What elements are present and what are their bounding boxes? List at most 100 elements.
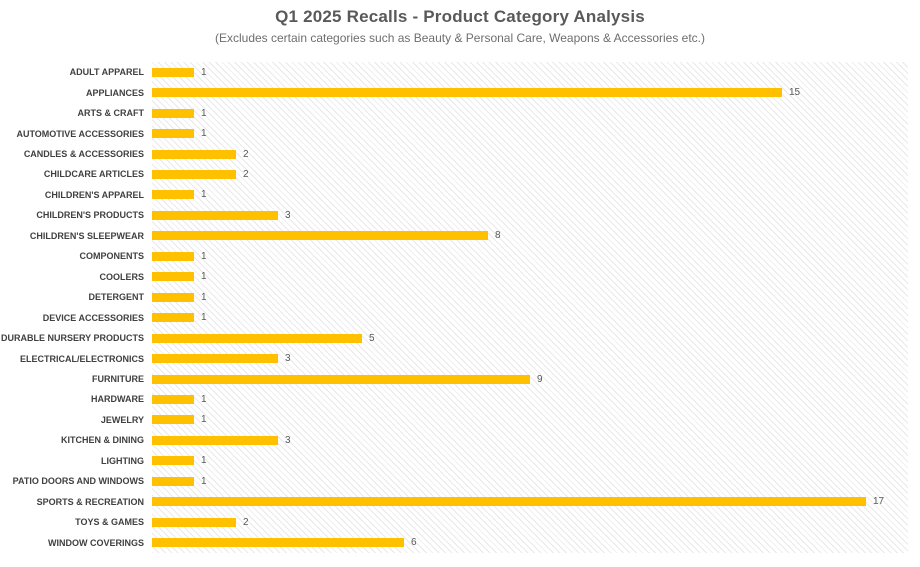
bar	[152, 251, 194, 261]
category-label: ELECTRICAL/ELECTRONICS	[19, 353, 144, 364]
bar	[152, 67, 194, 77]
bar-row: COOLERS 1	[0, 267, 908, 287]
bar-row: KITCHEN & DINING 3	[0, 430, 908, 450]
bar-track: 17	[152, 492, 908, 512]
value-label: 8	[495, 230, 501, 242]
category-label: KITCHEN & DINING	[61, 435, 144, 446]
bar-track: 1	[152, 471, 908, 491]
value-label: 1	[201, 393, 207, 405]
bar-track: 1	[152, 410, 908, 430]
value-label: 1	[201, 475, 207, 487]
bar	[152, 108, 194, 118]
bar	[152, 497, 866, 507]
bar	[152, 313, 194, 323]
bar	[152, 149, 236, 159]
value-label: 3	[285, 209, 291, 221]
bar	[152, 435, 278, 445]
category-label: FURNITURE	[92, 374, 144, 385]
value-label: 1	[201, 312, 207, 324]
plot-area	[152, 62, 908, 553]
chart-subtitle: (Excludes certain categories such as Bea…	[214, 31, 705, 45]
bar-track: 1	[152, 307, 908, 327]
value-label: 9	[537, 373, 543, 385]
bar-row: DEVICE ACCESSORIES 1	[0, 307, 908, 327]
bar-track: 1	[152, 389, 908, 409]
value-label: 1	[201, 291, 207, 303]
bar-row: ELECTRICAL/ELECTRONICS 3	[0, 348, 908, 368]
bar-row: LIGHTING 1	[0, 451, 908, 471]
bar-track: 1	[152, 123, 908, 143]
bar-track: 6	[152, 532, 908, 552]
bar-row: SPORTS & RECREATION 17	[0, 492, 908, 512]
category-label: CHILDREN'S SLEEPWEAR	[29, 230, 144, 241]
bar	[152, 333, 362, 343]
category-label: CHILDREN'S APPAREL	[44, 189, 144, 200]
bar-row: COMPONENTS 1	[0, 246, 908, 266]
bar-track: 3	[152, 205, 908, 225]
bar-row: DETERGENT 1	[0, 287, 908, 307]
bar-row: ADULT APPAREL 1	[0, 62, 908, 82]
value-label: 2	[243, 516, 249, 528]
bar	[152, 354, 278, 364]
bar-track: 2	[152, 144, 908, 164]
chart-header: Q1 2025 Recalls - Product Category Analy…	[0, 7, 920, 45]
bar	[152, 231, 488, 241]
bar-track: 8	[152, 226, 908, 246]
bar-track: 2	[152, 164, 908, 184]
bar-row: CHILDCARE ARTICLES 2	[0, 164, 908, 184]
bar-track: 15	[152, 82, 908, 102]
category-label: DETERGENT	[88, 292, 144, 303]
bar-track: 3	[152, 430, 908, 450]
bar	[152, 538, 404, 548]
value-label: 1	[201, 189, 207, 201]
bar	[152, 517, 236, 527]
bar	[152, 88, 782, 98]
value-label: 1	[201, 107, 207, 119]
bar-track: 1	[152, 451, 908, 471]
chart-title: Q1 2025 Recalls - Product Category Analy…	[275, 7, 645, 26]
bar-row: TOYS & GAMES 2	[0, 512, 908, 532]
bar	[152, 190, 194, 200]
bar	[152, 456, 194, 466]
bar-row: APPLIANCES 15	[0, 82, 908, 102]
bar-rows: ADULT APPAREL 1 APPLIANCES 15 ARTS & CRAFT 1 A…	[0, 62, 908, 553]
category-label: CHILDCARE ARTICLES	[43, 169, 144, 180]
bar	[152, 374, 530, 384]
value-label: 6	[411, 537, 417, 549]
value-label: 1	[201, 414, 207, 426]
bar-row: CHILDREN'S PRODUCTS 3	[0, 205, 908, 225]
value-label: 3	[285, 353, 291, 365]
value-label: 1	[201, 271, 207, 283]
bar-row: HARDWARE 1	[0, 389, 908, 409]
category-label: JEWELRY	[100, 414, 144, 425]
category-label: APPLIANCES	[85, 87, 144, 98]
bar-track: 9	[152, 369, 908, 389]
bar-row: CHILDREN'S SLEEPWEAR 8	[0, 226, 908, 246]
bar-track: 1	[152, 62, 908, 82]
bar-row: CHILDREN'S APPAREL 1	[0, 185, 908, 205]
bar-row: JEWELRY 1	[0, 410, 908, 430]
bar-track: 1	[152, 246, 908, 266]
value-label: 1	[201, 250, 207, 262]
bar-row: AUTOMOTIVE ACCESSORIES 1	[0, 123, 908, 143]
bar-track: 1	[152, 103, 908, 123]
bar-track: 1	[152, 287, 908, 307]
bar	[152, 476, 194, 486]
category-label: ARTS & CRAFT	[77, 108, 145, 119]
bar-track: 3	[152, 348, 908, 368]
category-label: LIGHTING	[101, 455, 144, 466]
category-label: ADULT APPAREL	[69, 67, 144, 78]
bar-row: DURABLE NURSERY PRODUCTS 5	[0, 328, 908, 348]
value-label: 2	[243, 168, 249, 180]
value-label: 15	[789, 87, 801, 99]
value-label: 3	[285, 434, 291, 446]
bar	[152, 292, 194, 302]
bar-track: 1	[152, 267, 908, 287]
bar-row: CANDLES & ACCESSORIES 2	[0, 144, 908, 164]
category-label: CHILDREN'S PRODUCTS	[36, 210, 144, 221]
category-label: WINDOW COVERINGS	[48, 537, 144, 548]
value-label: 1	[201, 66, 207, 78]
value-label: 2	[243, 148, 249, 160]
category-label: DURABLE NURSERY PRODUCTS	[0, 333, 144, 344]
